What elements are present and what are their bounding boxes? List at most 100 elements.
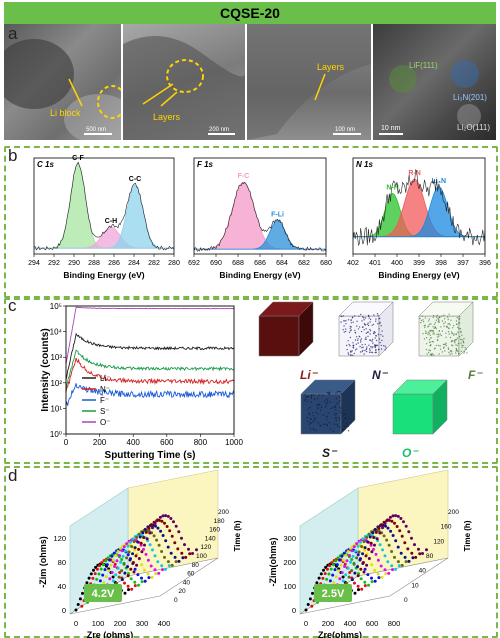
eis-point <box>144 530 148 534</box>
x-tick-label: 400 <box>391 260 403 267</box>
eis-point <box>166 514 170 518</box>
x-tick-label: 600 <box>366 619 379 628</box>
eis-point <box>174 524 178 528</box>
speck <box>346 348 348 351</box>
eis-point <box>328 564 332 568</box>
eis-point <box>356 584 360 588</box>
eis-point <box>112 551 116 555</box>
speck <box>436 339 439 341</box>
x-tick-label: 0 <box>74 619 78 628</box>
speck <box>309 428 312 430</box>
speck <box>305 396 307 398</box>
speck <box>326 425 328 427</box>
speck <box>320 406 323 408</box>
speck <box>366 331 369 333</box>
z-tick-label: 80 <box>426 553 434 560</box>
eis-point <box>156 518 160 522</box>
eis-point <box>104 559 108 563</box>
eis-point <box>183 543 186 547</box>
eis-point <box>137 583 140 587</box>
speck <box>363 329 365 331</box>
z-tick-label: 20 <box>178 588 186 595</box>
speck <box>309 407 311 409</box>
eis-point <box>366 573 370 577</box>
eis-point <box>136 540 140 544</box>
eis-point <box>148 531 152 535</box>
f-cube-top <box>418 301 474 317</box>
eis-point <box>140 576 143 580</box>
speck <box>347 425 349 428</box>
li-cube-top <box>258 301 314 317</box>
y-tick-label: 10⁰ <box>50 430 62 439</box>
x-tick-label: 200 <box>114 619 127 628</box>
eis-point <box>382 534 386 538</box>
eis-point <box>130 545 134 548</box>
speck <box>449 353 451 355</box>
eis-point <box>151 548 154 552</box>
speck <box>459 328 462 330</box>
eis-point <box>109 563 113 567</box>
eis-point <box>414 555 418 559</box>
x-tick-label: 400 <box>344 619 357 628</box>
speck <box>315 411 318 414</box>
speck <box>354 331 356 334</box>
speck <box>342 329 344 331</box>
annotation-arrow <box>68 78 83 107</box>
speck <box>356 320 358 322</box>
y-tick-label: 200 <box>283 558 296 567</box>
speck <box>371 338 374 341</box>
eis-point <box>156 526 160 530</box>
speck <box>448 327 450 329</box>
panel-letter-c: c <box>8 296 17 315</box>
eis-point <box>168 529 172 533</box>
speck <box>307 396 309 398</box>
tof-series-5 <box>65 306 235 365</box>
eis-point <box>304 608 308 612</box>
xps-peak-label-2: F-Li <box>271 211 284 218</box>
speck <box>443 323 445 325</box>
eis-point <box>123 571 127 575</box>
eis-point <box>394 567 397 571</box>
eis-point <box>155 538 159 542</box>
xps-peak-1 <box>194 181 326 250</box>
eis-point <box>370 563 374 567</box>
eis-point <box>158 515 162 519</box>
speck <box>371 351 374 354</box>
speck <box>345 320 347 322</box>
eis-point <box>137 557 141 560</box>
eis-point <box>334 559 338 563</box>
eis-point <box>131 537 135 541</box>
speck <box>359 351 362 353</box>
speck <box>375 349 377 352</box>
speck <box>334 414 336 416</box>
speck <box>430 341 432 343</box>
speck <box>441 330 444 332</box>
eis-point <box>373 579 377 583</box>
y-tick-label: 40 <box>58 582 66 591</box>
speck <box>443 318 446 320</box>
eis-point <box>407 530 411 534</box>
speck <box>433 354 435 356</box>
x-tick-label: 288 <box>88 260 100 267</box>
eis-point <box>349 560 353 564</box>
eis-point <box>340 571 344 574</box>
eis-point <box>108 577 112 581</box>
xps-title: N 1s <box>356 160 373 169</box>
eis-point <box>370 550 374 554</box>
scale-label: 500 nm <box>86 127 106 133</box>
z-tick-label: 60 <box>187 571 195 578</box>
speck <box>425 348 427 351</box>
speck <box>344 413 347 416</box>
speck <box>448 333 450 335</box>
speck <box>317 406 319 408</box>
xps-peak-label-2: C-H <box>105 218 117 225</box>
z-tick-label: 80 <box>192 562 200 569</box>
speck <box>312 394 315 396</box>
speck <box>444 350 446 352</box>
xps-peak-label-2: R-N <box>408 170 420 177</box>
eis-point <box>123 581 126 585</box>
speck <box>383 345 385 347</box>
speck <box>316 397 319 400</box>
eis-point <box>387 571 391 575</box>
